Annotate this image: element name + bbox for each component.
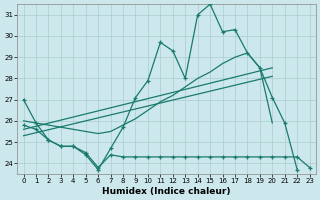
X-axis label: Humidex (Indice chaleur): Humidex (Indice chaleur) (102, 187, 231, 196)
